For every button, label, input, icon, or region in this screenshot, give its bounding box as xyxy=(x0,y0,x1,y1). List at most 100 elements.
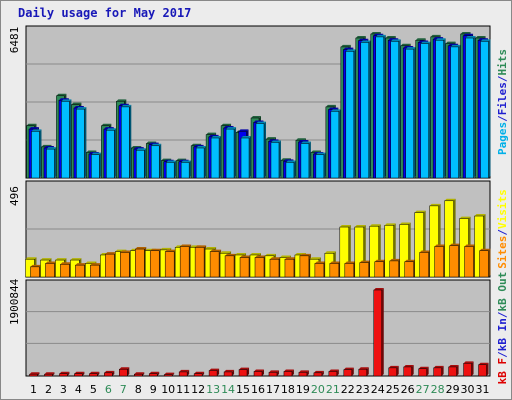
bar-sites xyxy=(329,263,340,278)
bar-side xyxy=(144,148,147,178)
bar-top xyxy=(226,127,237,130)
legend: Pages/Files/Hits xyxy=(496,49,509,155)
bar-pages xyxy=(390,41,399,179)
bar-side xyxy=(278,140,281,178)
bar-top xyxy=(430,34,441,37)
bar-top xyxy=(60,262,72,265)
bar-top xyxy=(310,150,321,153)
bar-pages xyxy=(405,48,414,179)
y-max-label: 6481 xyxy=(8,27,21,54)
bar-top xyxy=(389,258,401,261)
bar-top xyxy=(104,370,115,373)
bar-top xyxy=(315,152,326,155)
bar-kb-f xyxy=(463,363,472,377)
bar-side xyxy=(114,128,117,178)
legend-entry: Visits xyxy=(496,189,509,229)
x-tick-label: 22 xyxy=(341,383,355,396)
bar-kb-f xyxy=(148,373,158,377)
legend: Sites/Visits xyxy=(496,189,509,269)
bar-side xyxy=(368,40,371,178)
bar-top xyxy=(70,258,82,261)
bar-top xyxy=(31,129,42,132)
bar-top xyxy=(256,121,266,124)
bar-visits xyxy=(384,225,394,278)
bar-pages xyxy=(285,162,295,179)
bar-side xyxy=(234,127,237,178)
bar-top xyxy=(134,372,145,375)
bar-sites xyxy=(149,250,160,278)
bar-top xyxy=(120,250,132,253)
x-tick-label: 3 xyxy=(60,383,67,396)
bar-top xyxy=(339,225,351,228)
legend-entry: / xyxy=(496,75,509,82)
bar-top xyxy=(463,33,474,36)
bar-pages xyxy=(315,154,325,179)
legend-entry: / xyxy=(496,311,509,318)
bar-top xyxy=(459,216,471,219)
x-tick-label: 10 xyxy=(161,383,175,396)
bar-top xyxy=(105,252,117,255)
legend: kB F/kB In/kB Out xyxy=(496,272,509,385)
bar-side xyxy=(323,152,326,178)
bar-pages xyxy=(450,46,459,179)
bar-side xyxy=(366,367,369,376)
x-tick-label: 11 xyxy=(176,383,190,396)
bar-top xyxy=(415,38,426,41)
bar-pages xyxy=(375,36,384,179)
bar-sites xyxy=(419,252,429,278)
bar-sites xyxy=(404,261,414,278)
bar-top xyxy=(164,372,175,375)
bar-side xyxy=(471,361,474,376)
bar-top xyxy=(85,261,97,264)
bar-kb-f xyxy=(343,369,353,377)
bar-top xyxy=(195,245,207,248)
bar-side xyxy=(97,371,100,376)
bar-top xyxy=(136,148,147,151)
x-axis: 1 2 3 4 5 6 7 8 9 10 11 12 13 14 15 16 17 18 19 20 21 22 23 24 2… xyxy=(30,383,490,396)
bar-side xyxy=(426,366,429,376)
bar-sites xyxy=(194,247,205,278)
bar-side xyxy=(99,152,102,178)
bar-kb-f xyxy=(328,371,338,377)
bar-top xyxy=(328,369,339,372)
bar-side xyxy=(172,372,175,376)
bar-top xyxy=(135,247,147,250)
bar-kb-f xyxy=(74,373,83,377)
bar-top xyxy=(46,147,57,150)
bar-top xyxy=(464,244,476,247)
bar-side xyxy=(293,160,296,178)
x-tick-label: 16 xyxy=(251,383,265,396)
bar-pages xyxy=(180,162,190,179)
bar-pages xyxy=(106,129,115,179)
bar-top xyxy=(166,160,177,163)
bar-top xyxy=(463,361,474,364)
bar-sites xyxy=(224,255,235,278)
bar-pages xyxy=(300,143,310,179)
bar-top xyxy=(374,259,386,262)
bar-side xyxy=(82,371,85,376)
bar-kb-f xyxy=(298,372,308,377)
x-tick-label: 4 xyxy=(75,383,82,396)
bar-sites xyxy=(389,260,399,278)
bar-visits xyxy=(339,226,350,278)
bar-top xyxy=(358,38,369,41)
bar-pages xyxy=(61,101,70,179)
x-tick-label: 25 xyxy=(386,383,400,396)
bar-top xyxy=(314,261,326,264)
bar-top xyxy=(44,372,55,375)
x-tick-label: 9 xyxy=(150,383,157,396)
bar-side xyxy=(338,109,341,178)
bar-top xyxy=(75,263,87,266)
bar-kb-f xyxy=(433,367,442,377)
x-tick-label: 23 xyxy=(356,383,370,396)
bar-side xyxy=(428,41,431,179)
legend-entry: kB F xyxy=(496,358,509,385)
bar-top xyxy=(354,225,366,228)
bar-pages xyxy=(121,106,130,179)
legend-entry: Pages xyxy=(496,122,509,155)
bar-top xyxy=(385,36,396,39)
bar-top xyxy=(330,109,341,112)
bar-sites xyxy=(254,257,265,278)
bar-top xyxy=(59,371,70,374)
